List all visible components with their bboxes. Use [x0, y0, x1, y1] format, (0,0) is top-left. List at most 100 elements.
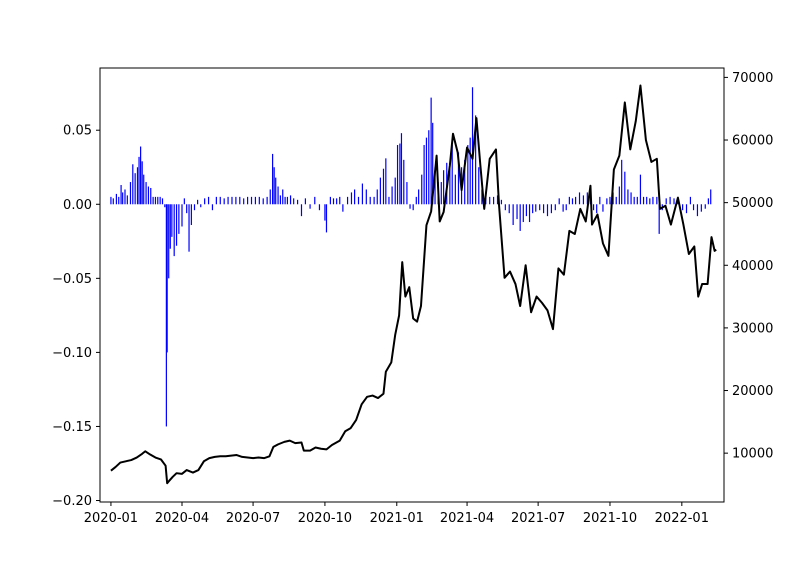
bar	[692, 204, 695, 211]
bar	[700, 204, 702, 212]
bar	[266, 196, 268, 205]
bar	[412, 204, 414, 211]
bar	[138, 156, 140, 205]
bar	[558, 198, 560, 205]
y-left-tick-label: −0.20	[52, 494, 92, 509]
bar	[336, 198, 338, 205]
price-line-series	[110, 84, 717, 485]
bar	[269, 189, 271, 205]
bar	[467, 145, 469, 205]
bar	[400, 133, 403, 205]
bar	[247, 196, 249, 205]
bar	[582, 195, 585, 205]
bar	[656, 196, 658, 205]
bar	[457, 152, 460, 205]
bar	[235, 196, 237, 205]
bar	[215, 196, 217, 205]
bar	[554, 204, 556, 211]
bar	[606, 198, 608, 205]
y-right-tick-label: 60000	[732, 134, 773, 149]
bar	[636, 196, 638, 205]
bar	[258, 196, 260, 205]
plot-frame	[99, 67, 725, 503]
y-left-tick-label: −0.10	[52, 346, 92, 361]
bar	[309, 204, 311, 209]
tick-layer: 2020-01 2020-04 2020-07 2020-10 2021-01 2021-…	[52, 71, 773, 526]
bar	[471, 87, 474, 205]
bar	[277, 186, 279, 205]
bar	[612, 192, 614, 205]
bar	[350, 192, 353, 205]
bar	[136, 167, 139, 205]
bar	[415, 196, 417, 205]
bar	[141, 161, 143, 205]
bar	[152, 196, 154, 205]
y-left-tick-label: −0.05	[52, 272, 92, 287]
bar	[227, 196, 229, 205]
bar	[512, 204, 514, 226]
bar	[633, 196, 635, 205]
bar	[481, 189, 483, 205]
bar	[443, 170, 445, 205]
y-left-tick-label: 0.05	[63, 124, 92, 139]
bar	[204, 198, 206, 205]
x-tick-label: 2021-10	[583, 511, 637, 526]
bar	[296, 199, 299, 205]
bar	[318, 204, 321, 211]
bar	[489, 196, 491, 205]
bar	[578, 192, 581, 205]
bar	[396, 145, 399, 205]
bar	[376, 189, 378, 205]
bar	[409, 204, 411, 209]
bar	[454, 174, 456, 205]
bar	[346, 196, 349, 205]
x-tick-label: 2020-07	[226, 511, 280, 526]
x-tick-label: 2021-07	[511, 511, 565, 526]
bar	[154, 196, 157, 205]
bar	[134, 173, 136, 205]
bar	[166, 204, 168, 353]
bar	[250, 196, 253, 205]
bar	[284, 196, 286, 205]
bar	[339, 196, 341, 205]
bar	[642, 196, 645, 205]
bar	[685, 204, 688, 214]
bar	[630, 192, 632, 205]
bar	[508, 204, 510, 214]
bar	[186, 204, 188, 214]
bar	[665, 198, 667, 205]
bar	[673, 198, 675, 205]
bar	[190, 204, 192, 226]
bar	[324, 204, 326, 221]
bar	[418, 189, 420, 205]
bar	[539, 204, 541, 211]
bar	[440, 182, 442, 205]
bar	[115, 193, 117, 205]
bar	[112, 198, 114, 205]
bar	[279, 195, 282, 205]
bar	[147, 186, 150, 205]
bar	[496, 195, 499, 205]
bar	[161, 198, 164, 205]
bar	[262, 198, 264, 205]
bar	[618, 186, 620, 205]
bar	[682, 204, 684, 211]
bar	[689, 196, 692, 205]
bar	[562, 204, 564, 212]
bar	[354, 189, 356, 205]
bar	[550, 204, 552, 214]
bar	[173, 204, 175, 257]
bar	[369, 196, 371, 205]
bar	[332, 198, 335, 205]
bar	[546, 204, 549, 217]
bar	[300, 204, 303, 217]
bar	[423, 145, 425, 205]
bar	[449, 165, 451, 205]
bar	[621, 159, 623, 205]
bar	[314, 196, 316, 205]
bar	[132, 164, 134, 205]
bar	[181, 204, 183, 227]
bar	[615, 196, 617, 205]
bar	[394, 177, 396, 205]
